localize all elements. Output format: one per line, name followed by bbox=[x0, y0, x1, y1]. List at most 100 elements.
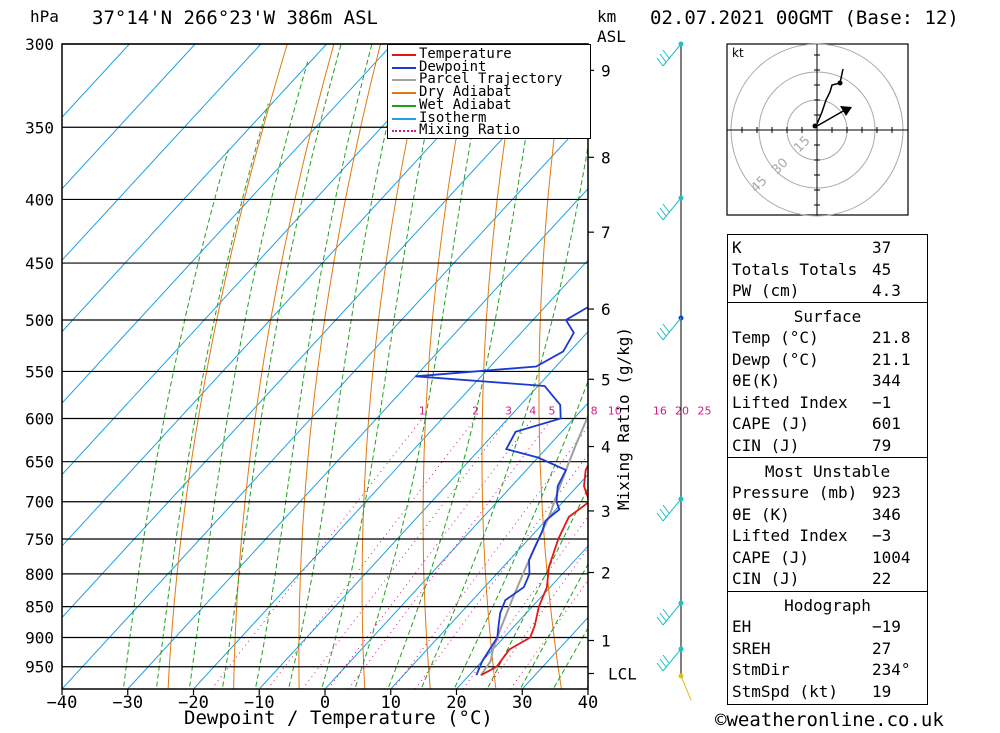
wet-adiabat-line bbox=[486, 486, 588, 689]
wind-barb bbox=[662, 648, 682, 672]
indices-table: K 37 Totals Totals 45 PW (cm) 4.3 bbox=[727, 234, 928, 304]
site-credit[interactable]: ©weatheronline.co.uk bbox=[715, 709, 944, 731]
pressure-tick-label: 300 bbox=[25, 35, 54, 54]
mixing-ratio-label: 20 bbox=[675, 404, 689, 417]
legend-item: Mixing Ratio bbox=[388, 123, 588, 137]
km-tick-label: 4 bbox=[601, 438, 611, 457]
wind-barb bbox=[662, 197, 682, 221]
x-axis-title: Dewpoint / Temperature (°C) bbox=[184, 707, 493, 729]
row-label: CAPE (J) bbox=[732, 547, 810, 567]
hodograph-title: Hodograph bbox=[784, 596, 871, 615]
row-value: −3 bbox=[872, 526, 892, 545]
mixing-ratio-label: 1 bbox=[419, 404, 426, 417]
legend-swatch bbox=[392, 104, 416, 107]
legend-label: Isotherm bbox=[419, 109, 487, 126]
isotherm-line bbox=[456, 545, 588, 689]
dry-adiabat-line bbox=[538, 44, 568, 689]
wet-adiabat-line bbox=[453, 379, 588, 689]
surface-row: CIN (J) 79 bbox=[732, 435, 921, 456]
most-unstable-row: Pressure (mb) 923 bbox=[732, 482, 921, 503]
wind-barb-flag bbox=[662, 203, 670, 213]
pressure-tick-label: 350 bbox=[25, 118, 54, 137]
isotherm-line bbox=[62, 44, 196, 190]
temperature-profile bbox=[480, 463, 588, 676]
row-value: 346 bbox=[872, 504, 901, 524]
km-tick-label: 3 bbox=[601, 502, 611, 521]
km-tick-label: 1 bbox=[601, 632, 611, 651]
pressure-tick-label: 650 bbox=[25, 453, 54, 472]
row-label: Lifted Index bbox=[732, 526, 848, 545]
pressure-tick-label: 450 bbox=[25, 254, 54, 273]
mixing-ratio-line bbox=[392, 425, 588, 689]
x-tick-label: −30 bbox=[112, 693, 143, 713]
isotherm-line bbox=[62, 44, 525, 547]
row-value: 22 bbox=[872, 569, 892, 588]
wind-barb bbox=[662, 602, 682, 626]
dry-adiabat-line bbox=[940, 44, 1000, 689]
row-value: 21.1 bbox=[872, 349, 911, 369]
most-unstable-row: θE (K) 346 bbox=[732, 504, 921, 525]
mixing-ratio-line bbox=[348, 418, 553, 689]
surface-row: Dewp (°C) 21.1 bbox=[732, 349, 921, 370]
row-value: 19 bbox=[872, 681, 892, 701]
mixing-ratio-label: 10 bbox=[608, 404, 622, 417]
totals-totals-value: 45 bbox=[872, 260, 892, 279]
dry-adiabat-line bbox=[986, 44, 1000, 689]
wet-adiabat-line bbox=[221, 44, 342, 689]
hodograph-start-dot bbox=[812, 123, 818, 129]
legend-swatch bbox=[392, 66, 416, 69]
mixing-ratio-label: 25 bbox=[698, 404, 712, 417]
km-tick-label: 7 bbox=[601, 223, 611, 242]
mixing-ratio-line bbox=[485, 547, 588, 689]
isotherm-line bbox=[62, 44, 393, 404]
pressure-tick-label: 550 bbox=[25, 362, 54, 381]
wind-barb-flag bbox=[659, 508, 667, 518]
mixing-ratio-label: 5 bbox=[549, 404, 556, 417]
wind-barb-flag bbox=[659, 612, 667, 622]
mixing-ratio-label: 4 bbox=[529, 404, 536, 417]
pressure-tick-label: 700 bbox=[25, 493, 54, 512]
location-title: 37°14'N 266°23'W 386m ASL bbox=[92, 7, 378, 29]
dewpoint-profile bbox=[415, 76, 588, 676]
pressure-tick-label: 800 bbox=[25, 565, 54, 584]
km-tick-label: 9 bbox=[601, 61, 611, 80]
dry-adiabat-line bbox=[298, 44, 381, 689]
legend-label: Temperature bbox=[419, 46, 512, 62]
hodograph-table-row: StmSpd (kt) 19 bbox=[732, 681, 921, 702]
most-unstable-table: Most Unstable Pressure (mb) 923 θE (K) 346 L… bbox=[727, 457, 928, 593]
wind-barb-flag bbox=[662, 323, 670, 333]
surface-row: Temp (°C) 21.8 bbox=[732, 327, 921, 348]
surface-row: θE(K) 344 bbox=[732, 370, 921, 391]
isotherm-line bbox=[62, 44, 262, 261]
isotherm-line bbox=[62, 116, 588, 689]
legend-swatch bbox=[392, 92, 416, 95]
row-label: SREH bbox=[732, 638, 771, 658]
dry-adiabat-line bbox=[233, 44, 335, 689]
pressure-tick-label: 500 bbox=[25, 311, 54, 330]
wind-barb-flag bbox=[662, 654, 670, 664]
row-label: θE(K) bbox=[732, 371, 781, 390]
hodograph-unit-label: kt bbox=[732, 46, 744, 60]
wet-adiabat-line bbox=[321, 44, 445, 689]
wind-barb bbox=[662, 43, 682, 67]
k-index-value: 37 bbox=[872, 238, 892, 257]
dry-adiabat-line bbox=[481, 44, 521, 689]
wind-barb-flag bbox=[656, 512, 664, 522]
x-tick-label: 0 bbox=[320, 693, 330, 713]
hodograph-table: Hodograph EH −19 SREH 27 StmDir 234° StmSpd (k… bbox=[727, 591, 928, 705]
wind-barb-flag bbox=[659, 207, 667, 217]
x-tick-label: −10 bbox=[244, 693, 275, 713]
x-tick-label: −40 bbox=[47, 693, 78, 713]
x-tick-label: 10 bbox=[381, 693, 401, 713]
mixing-ratio-axis-title: Mixing Ratio (g/kg) bbox=[614, 326, 633, 510]
wind-barb bbox=[662, 317, 682, 341]
surface-title: Surface bbox=[793, 307, 862, 326]
wet-adiabat-line bbox=[188, 61, 309, 689]
wind-barb-flag bbox=[656, 616, 664, 626]
km-tick-label: 8 bbox=[601, 148, 611, 167]
most-unstable-row: CAPE (J) 1004 bbox=[732, 547, 921, 568]
row-value: 601 bbox=[872, 414, 901, 433]
row-value: 27 bbox=[872, 638, 892, 658]
surface-table: Surface Temp (°C) 21.8 Dewp (°C) 21.1 θE(K) 3… bbox=[727, 302, 928, 459]
x-tick-label: 30 bbox=[512, 693, 532, 713]
